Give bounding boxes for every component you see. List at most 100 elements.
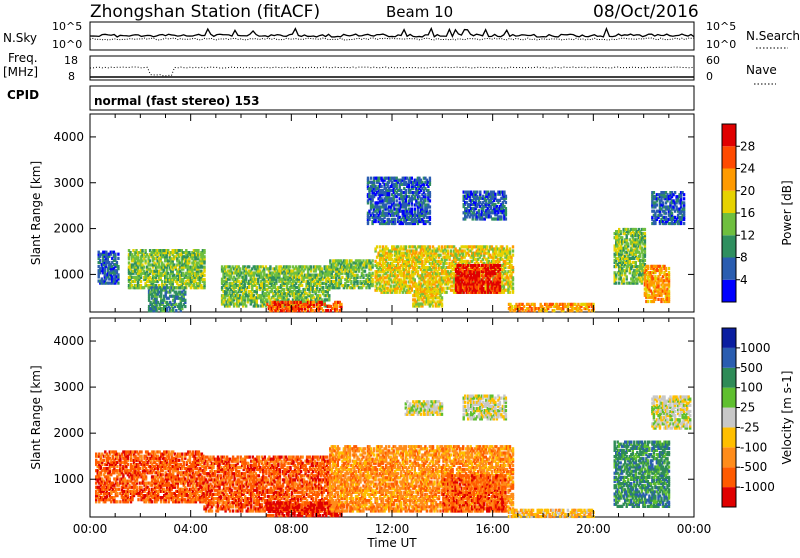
- data-cell: [239, 267, 241, 270]
- data-cell: [313, 301, 315, 304]
- data-cell: [117, 282, 119, 285]
- data-cell: [269, 265, 271, 268]
- data-cell: [512, 249, 514, 252]
- beam-label: Beam 10: [386, 3, 453, 21]
- data-cell: [512, 287, 514, 290]
- data-cell: [405, 189, 407, 192]
- data-cell: [414, 278, 416, 281]
- nsky-label: N.Sky: [3, 31, 37, 45]
- data-cell: [175, 286, 177, 289]
- data-cell: [405, 280, 407, 283]
- data-cell: [362, 274, 364, 277]
- data-cell: [505, 207, 507, 210]
- nsky-tick-bottom: 10^0: [52, 38, 82, 51]
- data-cell: [441, 302, 443, 305]
- data-cell: [341, 276, 343, 279]
- data-cell: [417, 270, 419, 273]
- data-cell: [356, 280, 358, 283]
- data-cell: [494, 272, 496, 275]
- data-cell: [346, 259, 348, 262]
- data-cell: [203, 274, 205, 277]
- data-cell: [117, 253, 119, 256]
- data-cell: [482, 287, 484, 290]
- data-cell: [340, 303, 342, 306]
- data-cell: [371, 263, 373, 266]
- nsearch-label: N.Search: [746, 29, 800, 43]
- data-cell: [114, 253, 116, 256]
- data-cell: [379, 245, 381, 248]
- data-cell: [275, 265, 277, 268]
- data-cell: [256, 286, 258, 289]
- data-cell: [371, 272, 373, 275]
- data-cell: [203, 266, 205, 269]
- data-cell: [441, 288, 443, 291]
- station-title: Zhongshan Station (fitACF): [90, 2, 320, 22]
- data-cell: [184, 299, 186, 302]
- data-cell: [505, 195, 507, 198]
- data-cell: [321, 301, 323, 304]
- data-cell: [319, 294, 321, 297]
- data-cell: [500, 215, 502, 218]
- data-cell: [99, 259, 101, 262]
- data-cell: [411, 177, 413, 180]
- data-cell: [553, 309, 555, 312]
- data-cell: [284, 301, 286, 304]
- data-cell: [405, 245, 407, 248]
- nave-series: [90, 67, 694, 76]
- data-cell: [523, 305, 525, 308]
- data-cell: [203, 255, 205, 258]
- data-cell: [299, 301, 301, 304]
- data-cell: [486, 245, 488, 248]
- data-cell: [370, 177, 372, 180]
- data-cell: [441, 245, 443, 248]
- data-cell: [149, 259, 151, 262]
- data-cell: [312, 309, 314, 312]
- data-cell: [512, 254, 514, 257]
- data-cell: [588, 309, 590, 312]
- data-cell: [371, 278, 373, 281]
- data-cell: [141, 249, 143, 252]
- data-cell: [245, 304, 247, 307]
- data-cell: [301, 284, 303, 287]
- data-cell: [283, 288, 285, 291]
- cpid-label: CPID: [7, 88, 39, 102]
- data-cell: [396, 199, 398, 202]
- data-cell: [411, 208, 413, 211]
- freq-unit: [MHz]: [3, 65, 38, 79]
- data-cell: [321, 267, 323, 270]
- data-cell: [203, 278, 205, 281]
- data-cell: [367, 177, 369, 180]
- data-cell: [144, 249, 146, 252]
- data-cell: [439, 254, 441, 257]
- nave-tick-top: 60: [706, 54, 720, 67]
- data-cell: [116, 261, 118, 264]
- data-cell: [140, 280, 142, 283]
- data-cell: [512, 245, 514, 248]
- data-cell: [390, 285, 392, 288]
- data-cell: [509, 247, 511, 250]
- nsearch-tick-bottom: 10^0: [706, 38, 736, 51]
- data-cell: [503, 191, 505, 194]
- data-cell: [484, 291, 486, 294]
- data-cell: [117, 273, 119, 276]
- data-cell: [499, 285, 501, 288]
- data-region: [412, 288, 443, 308]
- data-cell: [438, 245, 440, 248]
- data-cell: [371, 259, 373, 262]
- nsky-series: [90, 29, 694, 37]
- data-cell: [364, 270, 366, 273]
- data-cell: [441, 296, 443, 299]
- data-cell: [512, 266, 514, 269]
- data-cell: [478, 264, 480, 267]
- freq-label: Freq.: [8, 51, 38, 65]
- data-cell: [117, 265, 119, 268]
- data-cell: [394, 218, 396, 221]
- data-cell: [445, 262, 447, 265]
- data-cell: [356, 274, 358, 277]
- data-cell: [447, 249, 449, 252]
- cpid-text: normal (fast stereo) 153: [94, 94, 260, 108]
- data-cell: [324, 303, 326, 306]
- data-cell: [322, 286, 324, 289]
- date-label: 08/Oct/2016: [593, 2, 699, 22]
